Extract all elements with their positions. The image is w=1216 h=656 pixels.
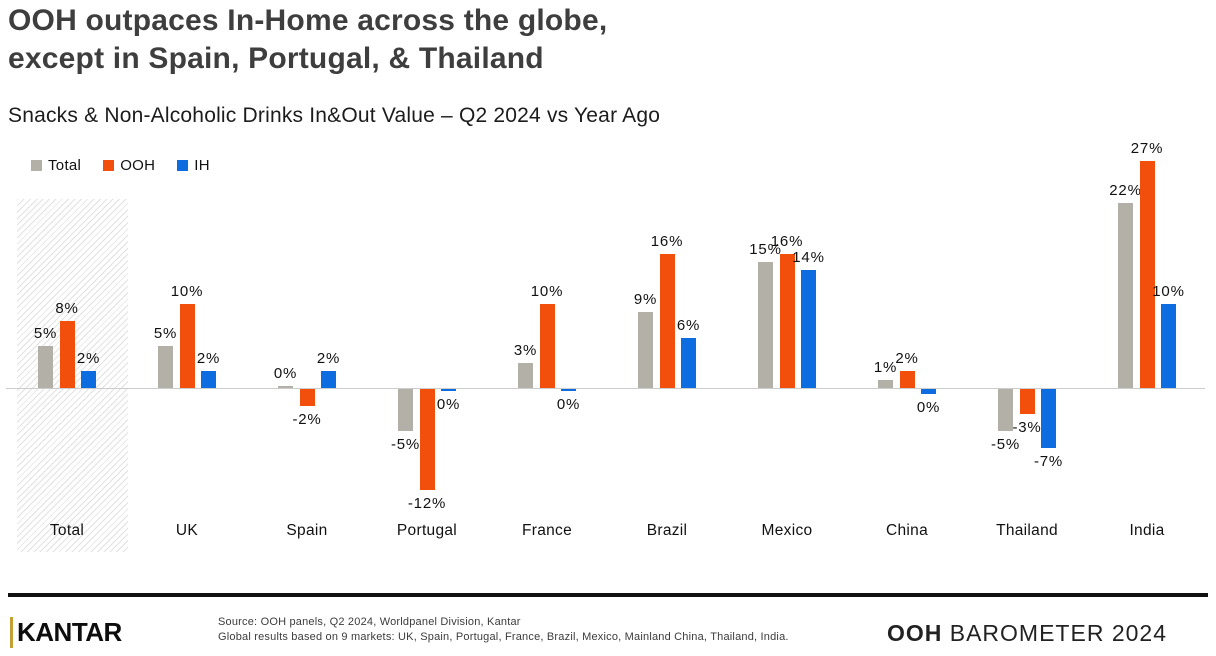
footer-divider [8, 593, 1208, 597]
source-note: Source: OOH panels, Q2 2024, Worldpanel … [218, 615, 789, 645]
category-label: Brazil [646, 522, 688, 539]
bar-ooh-india [1139, 161, 1155, 388]
bar-ih-portugal [441, 389, 456, 391]
source-line-2: Global results based on 9 markets: UK, S… [218, 631, 789, 643]
bar-total-spain [278, 386, 293, 388]
value-label: 2% [316, 350, 341, 368]
category-label: China [886, 522, 928, 539]
legend: Total OOH IH [31, 157, 210, 174]
bar-total-mexico [758, 262, 773, 388]
value-label: -3% [1012, 419, 1042, 437]
bar-total-france [518, 362, 533, 388]
value-label: 5% [33, 325, 58, 342]
bar-total-india [1118, 203, 1133, 388]
value-label: 0% [556, 396, 581, 413]
category-label: France [521, 522, 573, 539]
bar-total-brazil [638, 312, 653, 388]
bar-ih-china [921, 389, 936, 394]
bar-ih-france [561, 389, 576, 391]
bar-ih-spain [321, 371, 336, 388]
category-label: India [1129, 522, 1165, 539]
category-label: Mexico [761, 522, 813, 539]
category-label: Portugal [396, 522, 458, 539]
bar-ih-total [81, 371, 96, 388]
value-label: 16% [650, 232, 684, 250]
value-label: 15% [749, 241, 782, 258]
legend-swatch-total [31, 160, 42, 171]
value-label: -7% [1033, 452, 1064, 470]
value-label: 2% [895, 350, 919, 368]
value-label: 6% [676, 316, 701, 334]
category-label: Thailand [996, 522, 1058, 539]
bar-ooh-total [59, 320, 75, 388]
value-label: 2% [76, 350, 101, 368]
value-label: 9% [633, 291, 658, 309]
value-label: 27% [1130, 140, 1164, 158]
legend-item-ooh: OOH [103, 157, 155, 174]
bar-ooh-spain [299, 389, 315, 406]
value-label: 3% [513, 341, 538, 359]
value-label: 10% [170, 283, 204, 300]
x-axis-line [6, 388, 1205, 389]
category-label: Total [49, 522, 85, 539]
value-label: 5% [153, 325, 178, 342]
kantar-gold-bar [10, 617, 13, 648]
page-title-line1: OOH outpaces In-Home across the globe, [8, 4, 608, 37]
value-label: 1% [873, 358, 898, 376]
barometer-rest: BAROMETER 2024 [942, 620, 1167, 646]
legend-item-total: Total [31, 157, 81, 174]
chart-subtitle: Snacks & Non-Alcoholic Drinks In&Out Val… [8, 104, 661, 127]
bar-ih-uk [201, 371, 216, 388]
bar-ooh-china [899, 371, 915, 388]
page-title-line2: except in Spain, Portugal, & Thailand [8, 42, 544, 75]
value-label: -5% [390, 436, 421, 453]
bar-ooh-thailand [1019, 389, 1035, 415]
barometer-ooh: OOH [886, 620, 943, 646]
kantar-logo: KANTAR [10, 617, 122, 648]
value-label: 2% [196, 350, 221, 368]
legend-label-ih: IH [194, 157, 210, 174]
bar-ooh-portugal [419, 389, 435, 490]
value-label: 8% [55, 299, 79, 317]
bar-ih-mexico [801, 270, 816, 388]
bar-total-uk [158, 346, 173, 388]
bar-ih-india [1161, 304, 1176, 388]
category-label: UK [175, 522, 199, 539]
legend-swatch-ih [177, 160, 189, 171]
bar-ih-brazil [681, 337, 696, 388]
value-label: 14% [792, 249, 825, 267]
value-label: 22% [1109, 182, 1142, 200]
bar-total-thailand [998, 389, 1013, 431]
bar-ih-thailand [1041, 389, 1056, 448]
bar-ooh-uk [179, 304, 195, 388]
value-label: 0% [916, 399, 941, 416]
value-label: -2% [292, 410, 322, 428]
value-label: -5% [990, 436, 1021, 453]
bar-ooh-mexico [779, 253, 795, 388]
legend-label-ooh: OOH [120, 157, 156, 174]
legend-item-ih: IH [177, 157, 210, 174]
bar-total-china [878, 379, 893, 388]
value-label: 16% [770, 232, 804, 250]
bar-total-total [38, 346, 53, 388]
value-label: 0% [273, 365, 298, 382]
category-label: Spain [286, 522, 328, 539]
kantar-logo-text: KANTAR [17, 617, 122, 647]
barometer-wordmark: OOH BAROMETER 2024 [887, 620, 1167, 647]
value-label: 0% [436, 396, 461, 413]
bar-total-portugal [398, 389, 413, 431]
legend-label-total: Total [48, 157, 82, 174]
legend-swatch-ooh [103, 160, 115, 171]
value-label: 10% [530, 283, 564, 300]
value-label: 10% [1152, 283, 1185, 300]
source-line-1: Source: OOH panels, Q2 2024, Worldpanel … [218, 616, 521, 628]
bar-ooh-brazil [659, 253, 675, 388]
value-label: -12% [407, 494, 447, 512]
bar-ooh-france [539, 304, 555, 388]
